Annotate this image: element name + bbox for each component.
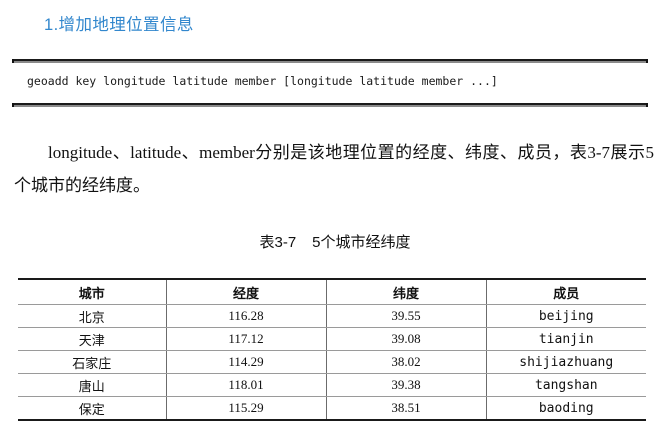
table-caption: 表3-7 5个城市经纬度 bbox=[0, 231, 670, 252]
code-block-bottom-right-cap bbox=[646, 103, 648, 107]
cell-longitude: 117.12 bbox=[165, 327, 326, 351]
cell-member: baoding bbox=[485, 396, 646, 421]
cities-geo-table: 城市 经度 纬度 成员 北京 116.28 39.55 beijing 天津 1… bbox=[18, 278, 646, 421]
table-caption-label: 表3-7 bbox=[259, 234, 297, 251]
cell-member: shijiazhuang bbox=[485, 350, 646, 374]
code-block-top-rule-thin bbox=[12, 61, 648, 63]
code-block-top-rule bbox=[12, 59, 648, 64]
cell-latitude: 39.38 bbox=[325, 373, 486, 397]
table-row: 北京 116.28 39.55 beijing bbox=[18, 304, 646, 328]
table-container: 城市 经度 纬度 成员 北京 116.28 39.55 beijing 天津 1… bbox=[18, 278, 646, 421]
cell-city: 天津 bbox=[18, 327, 166, 351]
cell-longitude: 118.01 bbox=[165, 373, 326, 397]
table-row: 石家庄 114.29 38.02 shijiazhuang bbox=[18, 350, 646, 374]
cell-longitude: 115.29 bbox=[165, 396, 326, 421]
code-block-bottom-rule-thin bbox=[12, 105, 648, 107]
cell-longitude: 116.28 bbox=[165, 304, 326, 328]
cell-member: beijing bbox=[485, 304, 646, 328]
cell-city: 北京 bbox=[18, 304, 166, 328]
table-row: 天津 117.12 39.08 tianjin bbox=[18, 327, 646, 351]
column-header-latitude: 纬度 bbox=[325, 278, 486, 305]
table-row: 唐山 118.01 39.38 tangshan bbox=[18, 373, 646, 397]
cell-city: 石家庄 bbox=[18, 350, 166, 374]
code-block-top-right-cap bbox=[646, 59, 648, 63]
cell-latitude: 38.02 bbox=[325, 350, 486, 374]
code-block: geoadd key longitude latitude member [lo… bbox=[12, 59, 648, 108]
code-block-bottom-rule bbox=[12, 103, 648, 108]
cell-city: 唐山 bbox=[18, 373, 166, 397]
column-header-city: 城市 bbox=[18, 278, 166, 305]
body-paragraph: longitude、latitude、member分别是该地理位置的经度、纬度、… bbox=[14, 136, 654, 202]
column-header-longitude: 经度 bbox=[165, 278, 326, 305]
table-header-row: 城市 经度 纬度 成员 bbox=[18, 278, 646, 305]
code-block-top-left-cap bbox=[12, 59, 14, 63]
cell-member: tianjin bbox=[485, 327, 646, 351]
code-text: geoadd key longitude latitude member [lo… bbox=[27, 74, 498, 88]
cell-member: tangshan bbox=[485, 373, 646, 397]
column-header-member: 成员 bbox=[485, 278, 646, 305]
cell-latitude: 38.51 bbox=[325, 396, 486, 421]
section-heading: 1.增加地理位置信息 bbox=[44, 16, 194, 34]
table-caption-title: 5个城市经纬度 bbox=[312, 234, 411, 251]
code-block-bottom-rule-thick bbox=[12, 103, 648, 105]
cell-city: 保定 bbox=[18, 396, 166, 421]
cell-latitude: 39.08 bbox=[325, 327, 486, 351]
table-row: 保定 115.29 38.51 baoding bbox=[18, 396, 646, 421]
code-block-top-rule-thick bbox=[12, 59, 648, 61]
code-block-bottom-left-cap bbox=[12, 103, 14, 107]
cell-latitude: 39.55 bbox=[325, 304, 486, 328]
paragraph-text: longitude、latitude、member分别是该地理位置的经度、纬度、… bbox=[14, 143, 654, 195]
cell-longitude: 114.29 bbox=[165, 350, 326, 374]
